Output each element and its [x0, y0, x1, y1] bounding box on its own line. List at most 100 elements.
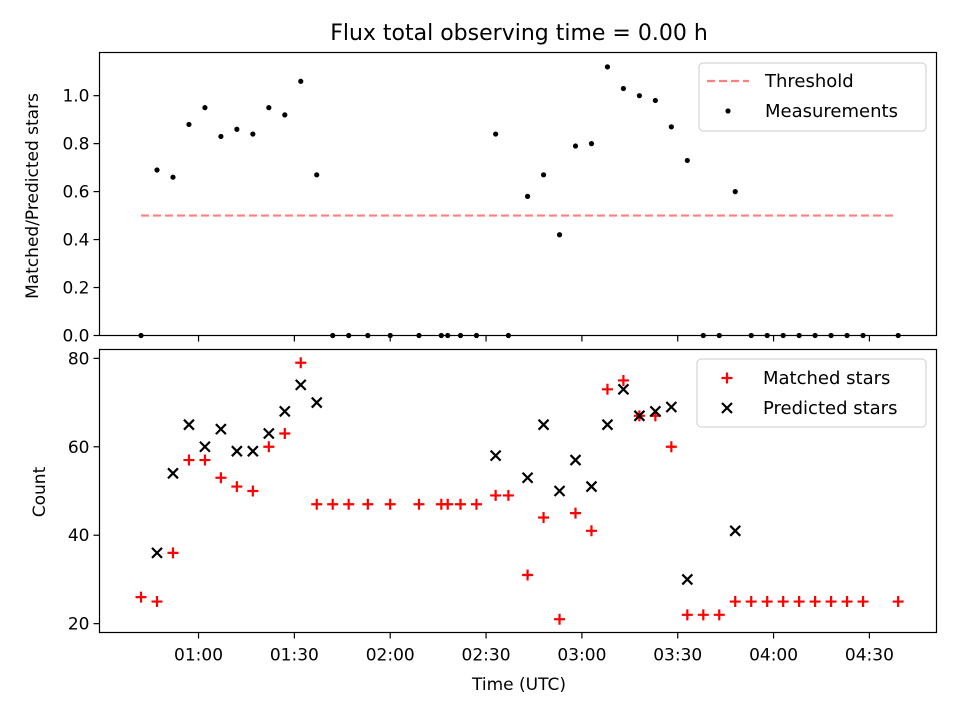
matched-stars-point [231, 481, 243, 493]
measurement-point [668, 124, 674, 130]
predicted-stars-point [601, 418, 614, 431]
matched-stars-point [343, 498, 355, 510]
y-tick-label: 40 [68, 526, 90, 546]
matched-stars-point [745, 596, 757, 608]
matched-stars-point [554, 613, 566, 625]
matched-stars-point [311, 498, 323, 510]
bottom-plot-frame [98, 348, 938, 634]
measurement-point [314, 172, 320, 178]
matched-stars-point [215, 472, 227, 484]
measurement-point [266, 105, 272, 111]
top-y-ticks: 0.0 0.2 0.4 0.6 0.8 1.0 [62, 87, 100, 347]
predicted-stars-point [569, 454, 582, 466]
predicted-stars-point [633, 410, 646, 422]
predicted-stars-point [649, 405, 662, 418]
matched-stars-point [167, 547, 179, 559]
matched-stars-point [809, 596, 821, 608]
matched-stars-point [413, 498, 425, 510]
matched-stars-point [713, 609, 725, 621]
matched-stars-point [295, 357, 307, 369]
matched-stars-legend-label: Matched stars [763, 368, 890, 389]
bottom-x-ticks: 01:00 01:30 02:00 02:30 03:00 03:30 04:00 04:30 [174, 632, 894, 666]
y-tick-label: 0.2 [62, 279, 89, 299]
measurement-point [234, 126, 240, 132]
x-tick-label: 03:00 [557, 646, 606, 666]
y-tick-label: 20 [68, 615, 90, 635]
measurement-point [493, 131, 499, 137]
matched-stars-point [681, 609, 693, 621]
matched-stars-point [362, 498, 374, 510]
matched-stars-legend-marker [721, 372, 733, 384]
y-tick-label: 0.6 [62, 183, 89, 203]
y-axis-label: Matched/Predicted stars [23, 93, 43, 299]
predicted-stars-point [199, 441, 211, 453]
measurement-point [604, 64, 611, 70]
measurement-point [202, 105, 208, 111]
top-x-ticks [197, 335, 871, 342]
matched-stars-point [442, 498, 454, 510]
matched-stars-point [601, 383, 613, 395]
matched-stars-point [857, 596, 869, 608]
matched-stars-point [247, 485, 259, 497]
measurement-point [540, 172, 547, 178]
matched-stars-point [327, 498, 339, 510]
y-tick-label: 0.4 [62, 231, 89, 251]
x-axis-label: Time (UTC) [471, 675, 566, 695]
matched-stars-point [538, 512, 550, 524]
measurement-point [636, 93, 642, 99]
matched-stars-point [892, 596, 904, 608]
measurement-point [556, 232, 563, 238]
matched-stars-point [183, 454, 195, 466]
matched-stars-point [697, 609, 709, 621]
matched-stars-point [825, 596, 837, 608]
y-tick-label: 60 [68, 438, 90, 458]
x-tick-label: 02:00 [366, 646, 415, 666]
x-tick-label: 04:00 [749, 646, 798, 666]
measurement-point [588, 141, 595, 147]
top-panel: Flux total observing time = 0.00 h Match… [23, 21, 938, 347]
measurement-point [684, 157, 690, 164]
matched-stars-point [617, 374, 629, 386]
matched-stars-point [522, 569, 534, 581]
x-tick-label: 03:30 [653, 646, 702, 666]
matched-stars-point [793, 596, 805, 608]
predicted-stars-legend-label: Predicted stars [763, 398, 897, 419]
chart-title: Flux total observing time = 0.00 h [330, 21, 708, 46]
matched-stars-point [135, 591, 147, 603]
bottom-y-ticks: 20 40 60 80 [68, 349, 100, 635]
measurements-legend-marker [725, 108, 731, 114]
plus-marker [721, 372, 733, 384]
y-tick-label: 80 [68, 349, 90, 369]
predicted-stars-point [151, 547, 163, 559]
measurement-point [620, 85, 627, 92]
predicted-stars-point [665, 401, 678, 413]
matched-stars-point [777, 596, 789, 608]
predicted-stars-point [215, 423, 227, 435]
matched-stars-point [151, 596, 163, 608]
x-tick-label: 01:30 [270, 646, 319, 666]
predicted-stars-point [294, 379, 307, 391]
y-axis-label: Count [30, 466, 50, 517]
predicted-stars-point [489, 449, 502, 462]
predicted-stars-point [729, 525, 742, 537]
matched-stars-point [454, 498, 466, 510]
matched-stars-point [384, 498, 396, 510]
measurement-point [652, 97, 658, 104]
measurement-point [250, 131, 256, 137]
measurement-point [154, 167, 160, 173]
threshold-legend-label: Threshold [764, 71, 854, 92]
x-tick-label: 01:00 [174, 646, 223, 666]
measurement-point [572, 143, 579, 149]
measurement-point [170, 174, 176, 180]
matched-stars-point [841, 596, 853, 608]
predicted-stars-point [553, 485, 566, 497]
y-tick-label: 0.0 [62, 327, 89, 347]
matched-stars-point [585, 525, 597, 537]
measurement-point [524, 193, 531, 199]
matched-stars-point [570, 507, 582, 519]
legend-box [698, 62, 927, 132]
matched-stars-point [729, 596, 741, 608]
measurement-point [186, 121, 192, 128]
predicted-stars-point [310, 396, 323, 409]
